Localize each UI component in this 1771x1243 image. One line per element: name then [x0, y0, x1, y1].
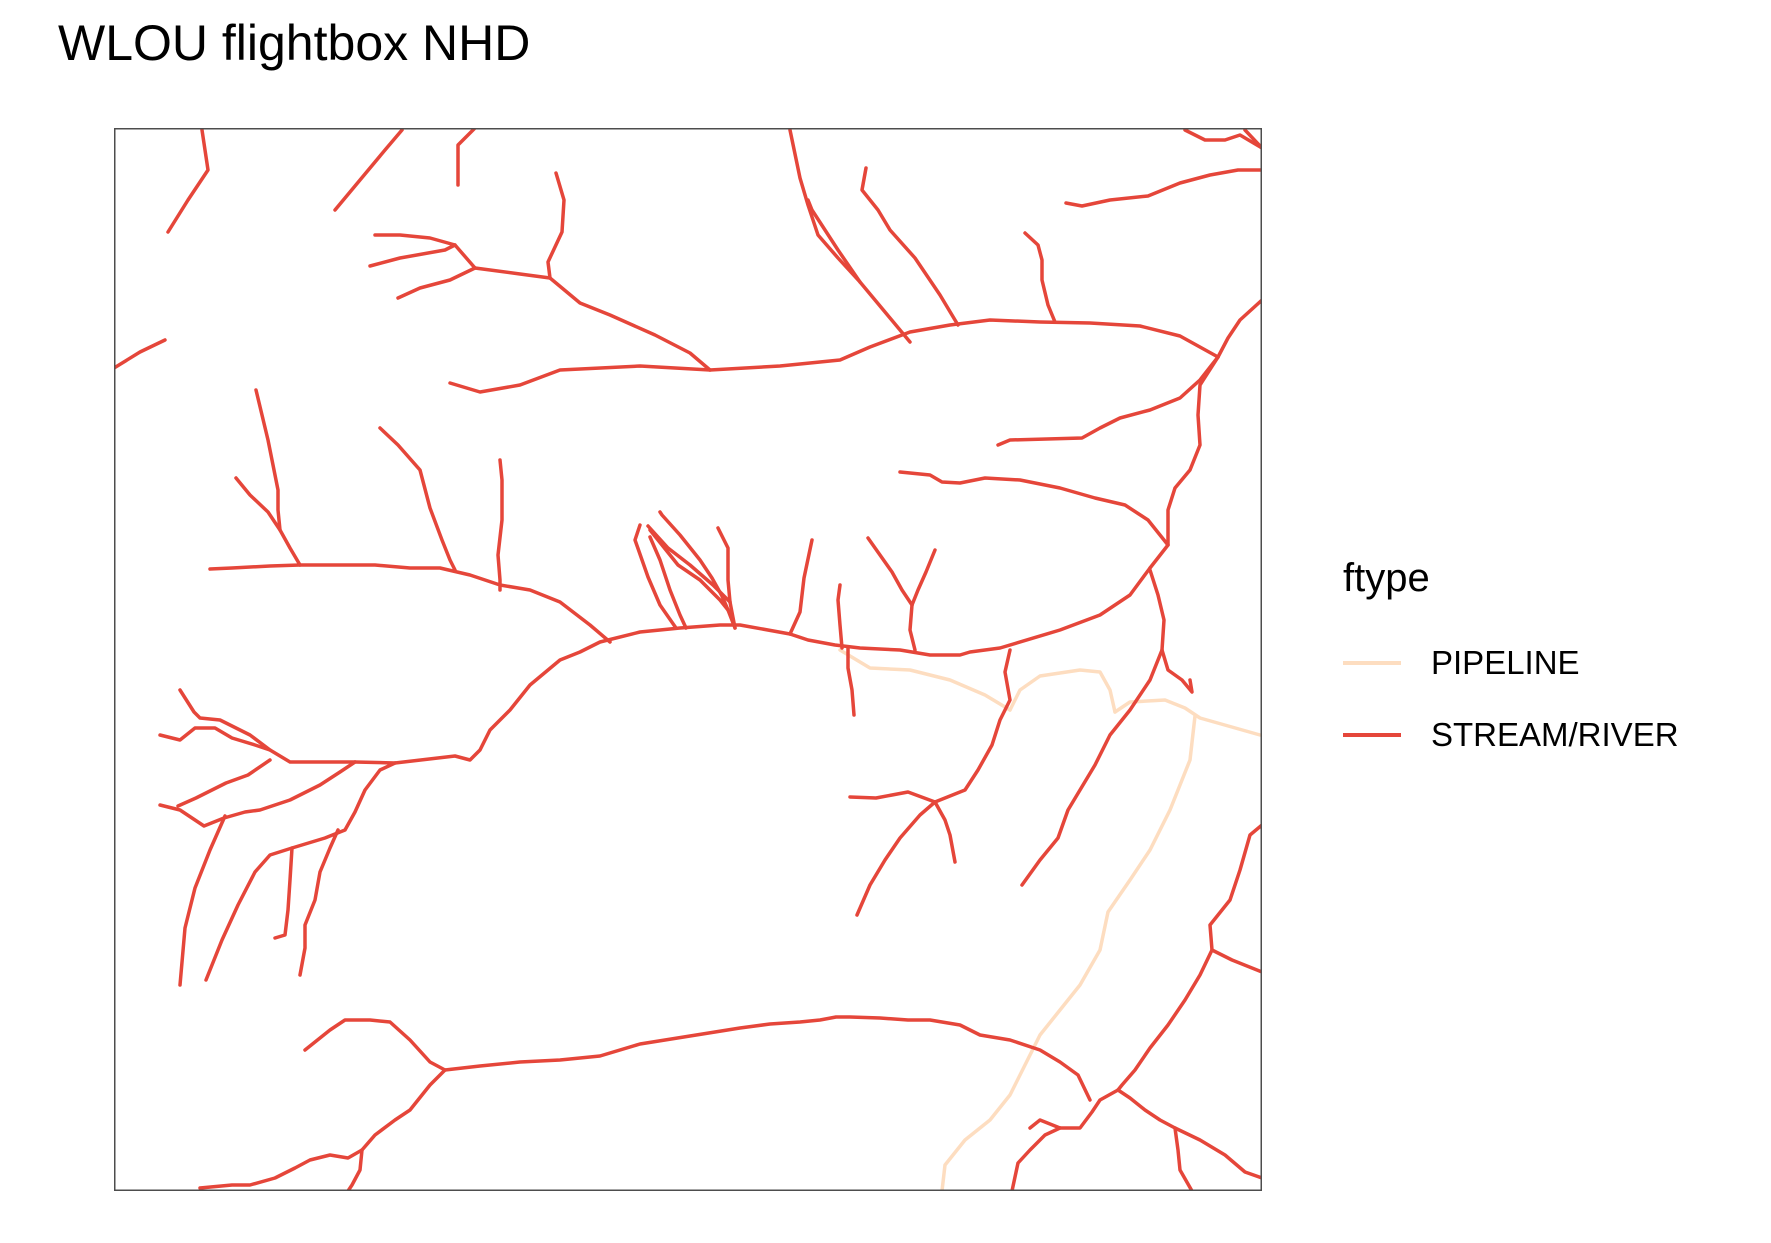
stream-line: [378, 426, 457, 572]
pipeline-line: [1113, 698, 1262, 737]
stream-line: [860, 166, 960, 327]
stream-line: [646, 524, 732, 604]
legend-item-stream-river: STREAM/RIVER: [1343, 699, 1679, 771]
legend-label: PIPELINE: [1431, 644, 1580, 681]
stream-line: [716, 526, 737, 630]
legend-title: ftype: [1343, 556, 1430, 600]
stream-line: [908, 548, 937, 652]
legend-key-pipeline: [1343, 661, 1401, 665]
stream-line: [1116, 948, 1214, 1092]
stream-line: [303, 1015, 1092, 1102]
stream-line: [933, 800, 957, 864]
stream-line: [1173, 1126, 1194, 1191]
stream-line: [198, 1068, 447, 1190]
stream-line: [1020, 648, 1164, 887]
stream-line: [848, 648, 1012, 804]
stream-line: [1208, 823, 1262, 974]
stream-line: [273, 846, 294, 940]
legend: ftype PIPELINE STREAM/RIVER: [1343, 556, 1679, 771]
stream-line: [473, 266, 712, 372]
stream-line: [346, 1148, 364, 1191]
stream-line: [234, 476, 282, 532]
stream-line: [448, 318, 1220, 394]
stream-line: [114, 338, 167, 370]
legend-item-pipeline: PIPELINE: [1343, 627, 1679, 699]
pipeline-line: [940, 714, 1197, 1191]
stream-line: [396, 266, 477, 300]
stream-line: [806, 198, 862, 284]
stream-line: [373, 233, 477, 270]
stream-line: [1148, 568, 1194, 694]
stream-line: [158, 760, 357, 828]
map-panel: [114, 128, 1262, 1191]
stream-line: [1028, 1088, 1120, 1130]
stream-line: [178, 814, 227, 987]
stream-line: [204, 761, 397, 982]
stream-line: [836, 583, 844, 650]
stream-line: [996, 355, 1220, 447]
stream-line: [254, 388, 302, 567]
stream-line: [846, 646, 856, 717]
stream-line: [648, 535, 688, 630]
pipeline-line: [838, 648, 1012, 712]
pipeline-layer: [838, 648, 1262, 1191]
legend-key-stream-river: [1343, 733, 1401, 737]
stream-line: [855, 800, 937, 917]
stream-line: [456, 128, 477, 187]
legend-label: STREAM/RIVER: [1431, 716, 1679, 753]
stream-line: [1183, 128, 1262, 150]
stream-line: [1116, 1088, 1262, 1180]
stream-line: [788, 128, 912, 344]
stream-line: [208, 563, 612, 644]
stream-line: [368, 243, 457, 268]
stream-line: [648, 528, 730, 612]
stream-line: [1064, 168, 1262, 208]
stream-line: [166, 128, 210, 234]
stream-line: [333, 128, 404, 212]
stream-line: [176, 758, 272, 808]
stream-line: [1010, 1126, 1062, 1191]
stream-line: [788, 538, 814, 636]
stream-line: [1148, 355, 1220, 570]
stream-line: [633, 523, 678, 630]
stream-line: [496, 458, 504, 592]
stream-line: [1216, 298, 1262, 359]
stream-line: [1243, 128, 1262, 150]
stream-line: [158, 726, 272, 752]
stream-line: [1023, 231, 1057, 324]
map-title: WLOU flightbox NHD: [58, 15, 531, 71]
stream-line: [178, 566, 1152, 765]
stream-layer: [114, 128, 1262, 1191]
pipeline-line: [1008, 668, 1117, 714]
stream-line: [866, 536, 914, 607]
stream-line: [898, 470, 1170, 547]
stream-line: [298, 828, 340, 977]
map-border: [114, 128, 1262, 1191]
stream-line: [546, 171, 566, 280]
